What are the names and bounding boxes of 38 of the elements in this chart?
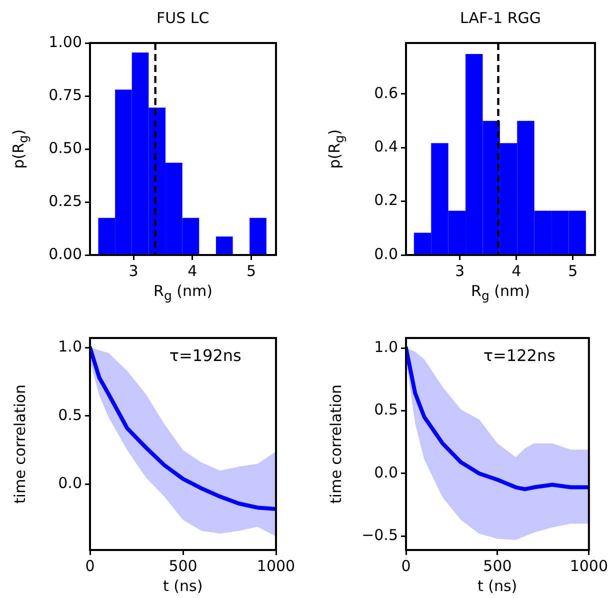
x-axis-title: R$_{g}$ (nm) — [154, 282, 212, 303]
y-tick-label: 0.50 — [48, 138, 82, 157]
y-tick-label: 0.5 — [58, 406, 82, 424]
y-tick-label: 1.0 — [58, 337, 82, 356]
x-tick-label: 1000 — [570, 556, 608, 575]
y-tick-label: 1.0 — [374, 338, 398, 356]
y-axis-title: time correlation — [11, 384, 29, 504]
x-tick-label: 5 — [568, 262, 578, 280]
y-tick-label: 0.0 — [374, 463, 398, 482]
x-tick-label: 500 — [483, 556, 512, 575]
y-tick-label: 1.00 — [48, 32, 82, 51]
y-tick-label: 0.0 — [374, 244, 398, 263]
y-tick-label: 0.6 — [374, 84, 398, 102]
annotation: τ=122ns — [483, 346, 556, 365]
y-tick-label: −0.5 — [362, 526, 398, 544]
x-tick-label: 1000 — [256, 556, 296, 575]
x-tick-label: 5 — [246, 262, 256, 280]
y-tick-label: 0.25 — [48, 192, 82, 210]
x-tick-label: 4 — [188, 262, 198, 280]
y-tick-label: 0.2 — [374, 191, 398, 210]
x-tick-label: 3 — [128, 262, 138, 280]
annotation: τ=192ns — [169, 346, 242, 365]
x-axis-title: t (ns) — [477, 577, 518, 595]
chart-title: LAF-1 RGG — [460, 9, 541, 27]
x-tick-label: 500 — [168, 556, 198, 575]
chart-title: FUS LC — [156, 9, 210, 27]
y-axis-title: time correlation — [327, 384, 345, 504]
y-tick-label: 0.0 — [58, 474, 82, 492]
y-tick-label: 0.75 — [48, 86, 82, 104]
x-axis-title: t (ns) — [163, 577, 203, 595]
x-tick-label: 0 — [85, 556, 95, 575]
x-tick-label: 4 — [512, 262, 522, 280]
x-axis-title: R$_{g}$ (nm) — [471, 282, 530, 303]
x-tick-label: 3 — [454, 262, 465, 280]
y-tick-label: 0.4 — [374, 138, 398, 156]
y-tick-label: 0.00 — [48, 244, 82, 263]
x-tick-label: 0 — [401, 556, 411, 575]
y-tick-label: 0.5 — [374, 400, 398, 419]
